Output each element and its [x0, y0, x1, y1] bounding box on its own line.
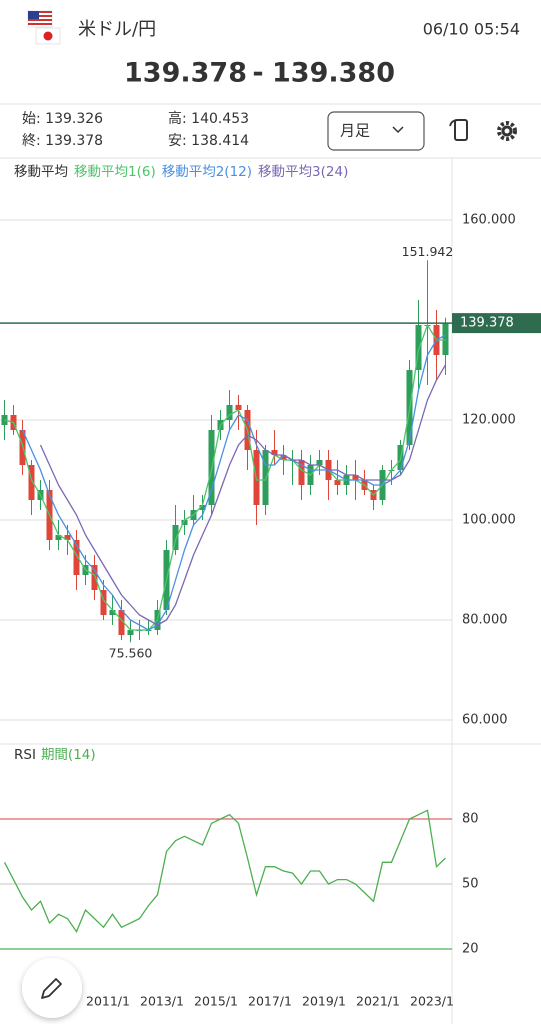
stat: 終: 139.378: [22, 133, 103, 149]
rotate-button[interactable]: [449, 119, 468, 141]
low-annotation: 75.560: [109, 646, 153, 661]
candle-body: [271, 450, 278, 455]
candle-body: [100, 590, 107, 615]
candle-body: [127, 630, 134, 635]
candle-body: [262, 450, 269, 505]
moving-average: [21, 334, 446, 631]
y-tick-label: 50: [462, 876, 479, 891]
candle-body: [118, 610, 125, 635]
y-tick-label: 160.000: [462, 213, 516, 228]
stat-label: 終:: [22, 133, 41, 149]
x-tick-label: 2011/1: [86, 994, 130, 1009]
stat: 始: 139.326: [22, 111, 103, 127]
candle-body: [334, 480, 341, 485]
last-price-box: [452, 313, 541, 334]
x-tick-label: 2021/1: [356, 994, 400, 1009]
stat-label: 安:: [168, 133, 187, 149]
y-tick-label: 100.000: [462, 513, 516, 528]
overlay: 160.000 120.000 100.000 80.000 60.000 151.942…: [0, 213, 541, 1009]
high-annotation: 151.942: [402, 244, 454, 259]
stat-value: 139.326: [45, 111, 103, 127]
flags: [27, 10, 61, 45]
candle-body: [172, 525, 179, 550]
ask: 139.380: [272, 58, 395, 89]
price-plot: [0, 219, 452, 721]
stat-value: 138.414: [191, 133, 249, 149]
candle-body: [64, 535, 71, 540]
legend-entry: 移動平均3(24): [258, 164, 348, 180]
edit-button[interactable]: [22, 958, 82, 1018]
candle-body: [28, 465, 35, 500]
legend: 移動平均 移動平均1(6) 移動平均2(12) 移動平均3(24): [14, 164, 348, 180]
candle-body: [316, 460, 323, 465]
legend-entry: 移動平均2(12): [162, 164, 252, 180]
x-tick-label: 2015/1: [194, 994, 238, 1009]
stat-value: 140.453: [191, 111, 249, 127]
x-tick-label: 2017/1: [248, 994, 292, 1009]
x-tick-label: 2023/1: [410, 994, 454, 1009]
timeframe-dropdown[interactable]: 月足: [327, 111, 425, 151]
last-price-label: 139.378: [460, 316, 514, 331]
separator: -: [252, 58, 263, 89]
moving-average: [39, 364, 447, 626]
legend-title: 移動平均: [14, 164, 68, 180]
y-tick-label: 120.000: [462, 413, 516, 428]
candle-body: [55, 535, 62, 540]
candle-body: [352, 475, 359, 480]
y-tick-label: 20: [462, 941, 479, 956]
candle-body: [442, 323, 449, 355]
x-tick-label: 2019/1: [302, 994, 346, 1009]
settings-button[interactable]: [497, 121, 517, 141]
y-tick-label: 60.000: [462, 713, 508, 728]
candle-body: [109, 610, 116, 615]
legend-entry: 移動平均1(6): [74, 164, 156, 180]
candle-body: [91, 565, 98, 590]
legend-entry: 期間(14): [41, 747, 96, 763]
candle-body: [199, 505, 206, 510]
stat: 高: 140.453: [168, 110, 249, 127]
timeframe: 月足: [340, 122, 370, 140]
bid: 139.378: [124, 58, 247, 89]
stat-value: 139.378: [45, 133, 103, 149]
rsi-line: [3, 809, 446, 933]
candle-body: [280, 455, 287, 460]
stat-label: 始:: [22, 111, 41, 127]
rsi-title: RSI: [14, 747, 36, 763]
x-tick-label: 2013/1: [140, 994, 184, 1009]
pair: 米ドル/円: [78, 19, 156, 40]
datetime: 06/10 05:54: [423, 20, 520, 39]
candle-body: [226, 405, 233, 420]
candle-body: [73, 540, 80, 575]
candle-body: [415, 325, 422, 370]
stat-label: 高:: [168, 110, 187, 127]
y-tick-label: 80.000: [462, 613, 508, 628]
candle-body: [298, 460, 305, 485]
y-tick-label: 80: [462, 811, 479, 826]
stat: 安: 138.414: [168, 133, 249, 149]
rsi-legend: RSI 期間(14): [14, 747, 96, 763]
candle-body: [181, 520, 188, 525]
moving-average: [4, 323, 446, 631]
candle-body: [235, 405, 242, 410]
